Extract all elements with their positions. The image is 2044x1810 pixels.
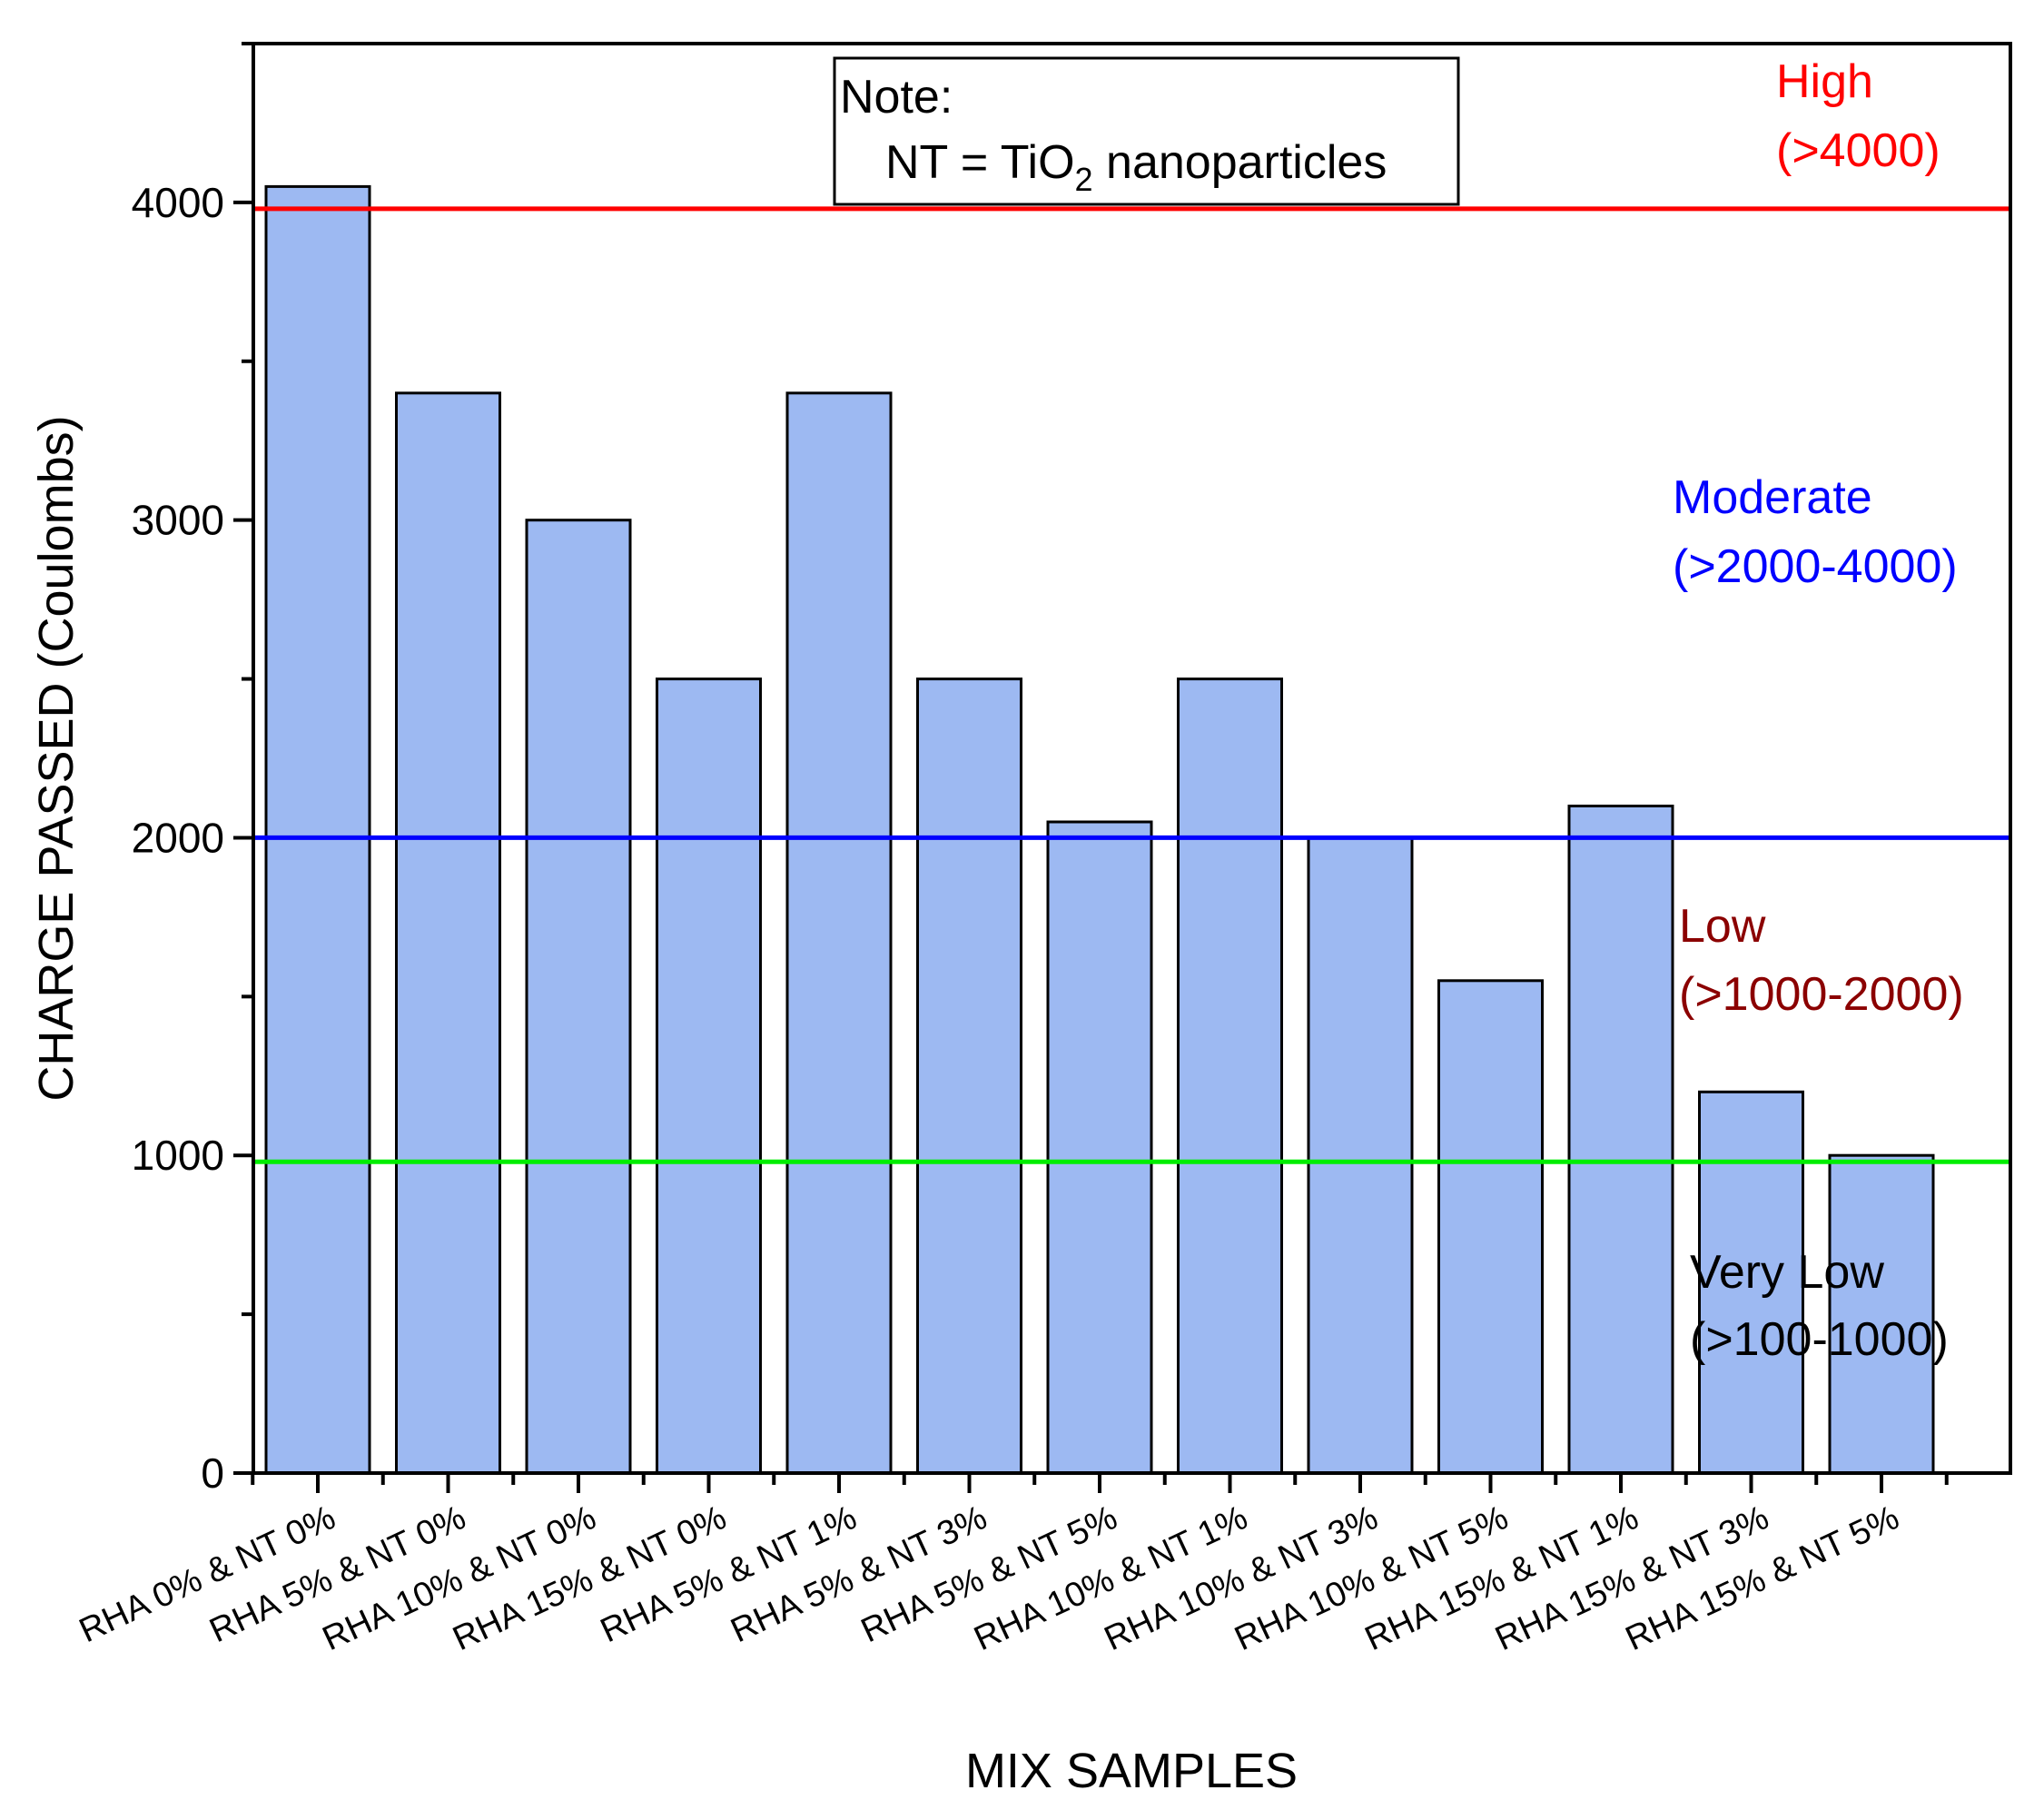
bar-10	[1437, 979, 1544, 1475]
zone-labels: High (>4000) Moderate (>2000-4000) Low (…	[1673, 55, 1964, 1366]
bars-group	[264, 184, 1935, 1475]
y-tick-label: 2000	[132, 814, 224, 861]
bar-1	[264, 184, 371, 1475]
bar-2	[395, 391, 501, 1475]
zone-high-label: High	[1776, 55, 1873, 108]
y-tick-label: 3000	[132, 497, 224, 544]
note-frame	[833, 56, 1460, 206]
zone-high-range: (>4000)	[1776, 124, 1940, 177]
bar-5	[785, 391, 893, 1475]
note-box: Note: NT = TiO2 nanoparticles	[833, 56, 1460, 206]
zone-moderate-label: Moderate	[1673, 471, 1872, 524]
zone-very-low-label: Very Low	[1690, 1246, 1884, 1299]
note-line-suffix: nanoparticles	[1093, 136, 1387, 189]
bar-7	[1046, 820, 1153, 1475]
bar-6	[916, 678, 1022, 1475]
y-tick-label: 4000	[132, 179, 224, 226]
y-axis-title: CHARGE PASSED (Coulombs)	[29, 415, 84, 1101]
note-line-prefix: NT = TiO	[885, 136, 1075, 189]
plot-frame	[252, 42, 2012, 1475]
bar-3	[525, 519, 632, 1475]
note-line: NT = TiO2 nanoparticles	[885, 136, 1387, 198]
zone-moderate-range: (>2000-4000)	[1673, 540, 1958, 593]
bar-4	[656, 678, 762, 1475]
bar-8	[1177, 678, 1283, 1475]
bar-13	[1828, 1153, 1935, 1475]
bar-11	[1567, 805, 1674, 1475]
note-line-subscript: 2	[1075, 161, 1093, 198]
bar-12	[1698, 1090, 1804, 1475]
y-tick-label: 1000	[132, 1132, 224, 1179]
y-tick-label: 0	[201, 1449, 224, 1497]
zone-very-low-range: (>100-1000)	[1690, 1313, 1949, 1366]
reference-lines-group	[253, 206, 2010, 1164]
x-axis-title: MIX SAMPLES	[965, 1744, 1298, 1798]
note-heading: Note:	[840, 71, 953, 124]
zone-low-label: Low	[1679, 900, 1766, 953]
bar-9	[1307, 836, 1414, 1475]
zone-low-range: (>1000-2000)	[1679, 968, 1964, 1021]
